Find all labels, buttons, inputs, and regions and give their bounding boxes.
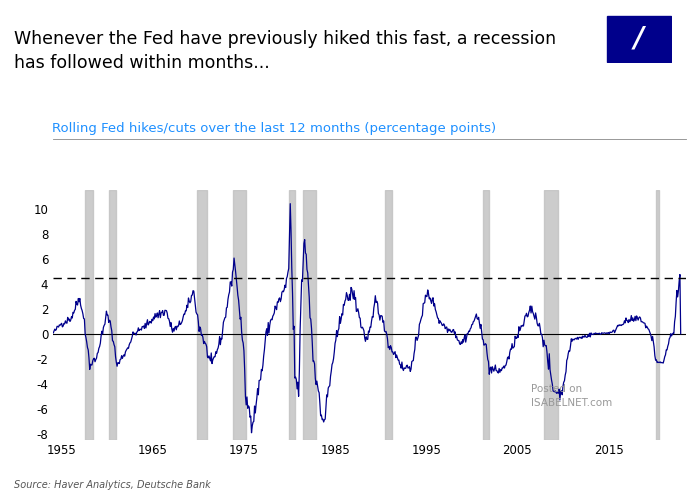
Text: Posted on
ISABELNET.com: Posted on ISABELNET.com	[531, 384, 612, 407]
Text: /: /	[634, 24, 644, 52]
Bar	[233, 190, 246, 440]
Bar	[544, 190, 559, 440]
Text: Whenever the Fed have previously hiked this fast, a recession
has followed withi: Whenever the Fed have previously hiked t…	[14, 30, 556, 72]
Bar	[197, 190, 206, 440]
Bar	[303, 190, 316, 440]
Bar	[85, 190, 92, 440]
Bar	[290, 190, 295, 440]
Bar	[656, 190, 659, 440]
Bar	[109, 190, 116, 440]
Text: Source: Haver Analytics, Deutsche Bank: Source: Haver Analytics, Deutsche Bank	[14, 480, 211, 490]
Bar	[385, 190, 391, 440]
FancyBboxPatch shape	[607, 16, 671, 62]
Text: Rolling Fed hikes/cuts over the last 12 months (percentage points): Rolling Fed hikes/cuts over the last 12 …	[52, 122, 496, 135]
Bar	[483, 190, 489, 440]
